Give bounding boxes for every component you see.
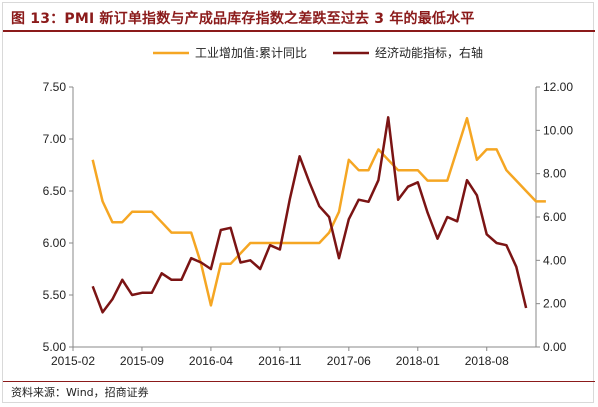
figure-title: 图 13：PMI 新订单指数与产成品库存指数之差跌至过去 3 年的最低水平 bbox=[11, 11, 475, 27]
y-left-tick-label: 7.50 bbox=[43, 80, 67, 94]
figure-frame: 图 13：PMI 新订单指数与产成品库存指数之差跌至过去 3 年的最低水平 5.… bbox=[2, 2, 595, 403]
series-line-1 bbox=[91, 116, 546, 307]
legend-label-2: 经济动能指标，右轴 bbox=[375, 45, 483, 60]
y-left-tick-label: 6.00 bbox=[43, 236, 67, 250]
y-right-tick-label: 4.00 bbox=[543, 253, 567, 267]
source-rule bbox=[3, 381, 595, 382]
x-tick-label: 2016-04 bbox=[189, 354, 233, 368]
x-tick-label: 2015-02 bbox=[51, 354, 95, 368]
legend-label-1: 工业增加值:累计同比 bbox=[195, 45, 307, 60]
title-rule bbox=[3, 30, 595, 32]
chart-canvas: 5.00 5.50 6.00 6.50 7.00 7.50 0.00 2.00 4.00 6.00… bbox=[43, 45, 574, 368]
x-tick-label: 2017-06 bbox=[327, 354, 371, 368]
chart-lines bbox=[91, 116, 546, 314]
y-left-tick-label: 7.00 bbox=[43, 132, 67, 146]
y-right-tick-label: 12.00 bbox=[543, 80, 573, 94]
x-tick-label: 2016-11 bbox=[258, 354, 301, 368]
y-left-tick-label: 6.50 bbox=[43, 184, 67, 198]
y-right-tick-label: 10.00 bbox=[543, 123, 573, 137]
y-right-tick-label: 2.00 bbox=[543, 297, 567, 311]
x-tick-label: 2018-01 bbox=[396, 354, 440, 368]
source-note: 资料来源：Wind，招商证券 bbox=[11, 386, 149, 399]
y-left-tick-label: 5.50 bbox=[43, 288, 67, 302]
chart-axes: 5.00 5.50 6.00 6.50 7.00 7.50 0.00 2.00 4.00 6.00… bbox=[43, 80, 574, 368]
x-tick-label: 2015-09 bbox=[120, 354, 164, 368]
y-right-tick-label: 0.00 bbox=[543, 340, 567, 354]
title-bar: 图 13：PMI 新订单指数与产成品库存指数之差跌至过去 3 年的最低水平 bbox=[3, 3, 595, 29]
y-right-tick-label: 8.00 bbox=[543, 167, 567, 181]
chart-legend: 工业增加值:累计同比 经济动能指标，右轴 bbox=[153, 45, 483, 60]
y-left-tick-label: 5.00 bbox=[43, 340, 67, 354]
series-line-2 bbox=[91, 116, 528, 314]
y-right-tick-label: 6.00 bbox=[543, 210, 567, 224]
x-tick-label: 2018-08 bbox=[465, 354, 509, 368]
